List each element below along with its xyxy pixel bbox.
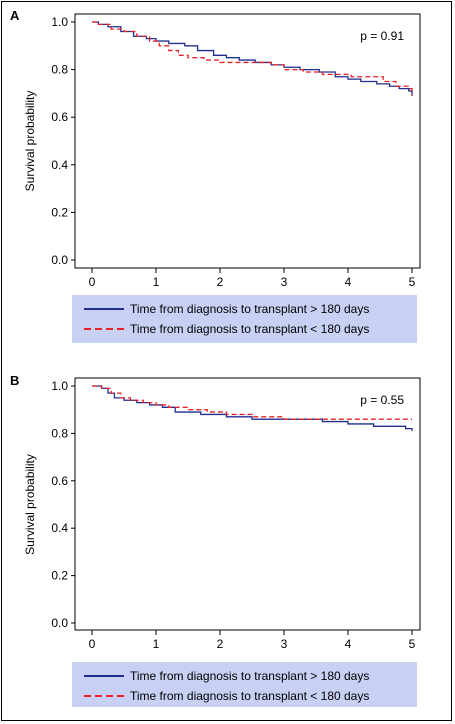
chart-panel-a: A 0.0 0.2 0.4 0.6 0.8 1.0 0 1 2 3 4 5 Survival probab…	[10, 8, 421, 343]
x-tick-label: 1	[153, 637, 160, 651]
x-tick-label: 4	[345, 275, 352, 289]
plot-frame	[74, 377, 421, 631]
legend-background	[72, 295, 417, 343]
y-tick-label: 0.8	[51, 63, 68, 77]
panel-label: A	[10, 8, 20, 23]
y-tick-label: 0.0	[51, 253, 68, 267]
legend: Time from diagnosis to transplant > 180 …	[72, 662, 417, 707]
legend-label-1: Time from diagnosis to transplant > 180 …	[130, 669, 369, 683]
legend-label-2: Time from diagnosis to transplant < 180 …	[130, 322, 369, 336]
x-tick-label: 2	[217, 275, 224, 289]
y-tick-label: 0.8	[51, 426, 68, 440]
y-tick-label: 0.2	[51, 205, 68, 219]
y-tick-label: 0.2	[51, 569, 68, 583]
y-tick-label: 1.0	[51, 15, 68, 29]
p-value-annotation: p = 0.55	[360, 393, 404, 407]
series-line-2	[92, 21, 413, 96]
legend-label-2: Time from diagnosis to transplant < 180 …	[130, 689, 369, 703]
series-line-2	[92, 385, 412, 420]
x-tick-label: 5	[409, 637, 416, 651]
legend-background	[72, 662, 417, 707]
series-line-1	[92, 385, 413, 432]
x-tick-label: 0	[89, 637, 96, 651]
panel-label: B	[10, 373, 19, 388]
legend-label-1: Time from diagnosis to transplant > 180 …	[130, 302, 369, 316]
y-tick-label: 0.4	[51, 521, 68, 535]
x-tick-label: 2	[217, 637, 224, 651]
y-axis-title: Survival probability	[23, 454, 37, 555]
x-tick-label: 1	[153, 275, 160, 289]
y-axis-title: Survival probability	[23, 91, 37, 192]
legend: Time from diagnosis to transplant > 180 …	[72, 295, 417, 343]
x-tick-label: 3	[281, 275, 288, 289]
plot-frame	[74, 13, 421, 269]
p-value-annotation: p = 0.91	[360, 29, 404, 43]
y-tick-label: 0.4	[51, 158, 68, 172]
x-tick-label: 4	[345, 637, 352, 651]
y-tick-label: 0.0	[51, 616, 68, 630]
y-tick-label: 1.0	[51, 379, 68, 393]
x-tick-label: 3	[281, 637, 288, 651]
chart-panel-b: B 0.0 0.2 0.4 0.6 0.8 1.0 0 1 2 3 4 5 Survival probab…	[10, 373, 421, 707]
x-tick-label: 0	[89, 275, 96, 289]
y-tick-label: 0.6	[51, 110, 68, 124]
y-tick-label: 0.6	[51, 474, 68, 488]
x-tick-label: 5	[409, 275, 416, 289]
